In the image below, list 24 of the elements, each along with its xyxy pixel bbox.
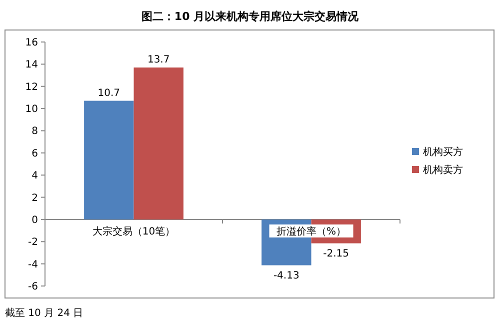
bar — [84, 100, 134, 220]
y-tick-label: 16 — [25, 38, 38, 48]
y-tick-label: 2 — [32, 192, 38, 204]
data-label: -2.15 — [323, 248, 350, 260]
y-tick-label: 14 — [25, 60, 38, 71]
x-tick-label: 大宗交易（10笔） — [92, 225, 176, 238]
y-tick-label: 10 — [25, 104, 38, 116]
legend-label: 机构买方 — [423, 146, 463, 158]
chart-title: 图二：10 月以来机构专用席位大宗交易情况 — [141, 10, 360, 23]
y-tick-label: -2 — [28, 237, 38, 248]
y-tick-label: -6 — [28, 282, 38, 292]
data-label: -4.13 — [273, 270, 300, 282]
x-tick-label: 折溢价率（%） — [276, 225, 346, 238]
legend-label: 机构卖方 — [423, 164, 463, 176]
data-label: 10.7 — [98, 88, 120, 99]
y-tick-label: 0 — [32, 214, 38, 226]
y-tick-label: -4 — [28, 259, 38, 270]
y-tick-label: 12 — [25, 82, 38, 93]
bar — [134, 68, 184, 220]
y-tick-label: 4 — [32, 170, 38, 182]
text: 截至 10 月 24 日 — [5, 307, 84, 319]
y-tick-label: 8 — [32, 126, 38, 138]
data-label: 13.7 — [147, 54, 170, 66]
y-tick-label: 6 — [32, 148, 38, 160]
